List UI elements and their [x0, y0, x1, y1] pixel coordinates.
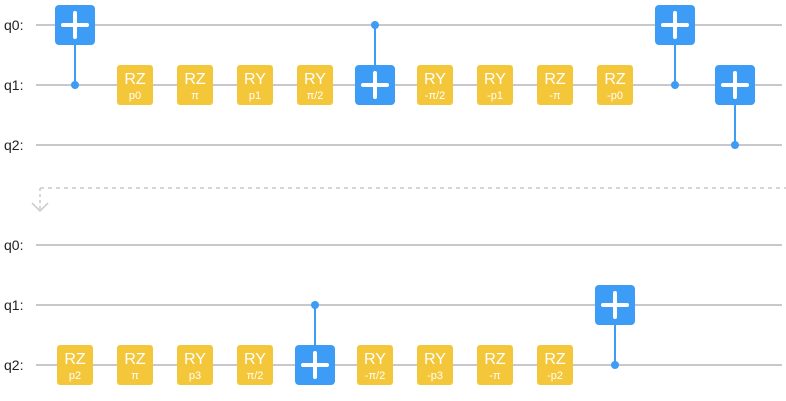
rotation-gate[interactable]: RY p1: [237, 65, 273, 105]
gate-name: RY: [424, 351, 446, 368]
control-dot: [611, 361, 619, 369]
gate-param: π: [131, 370, 139, 382]
control-dot: [371, 21, 379, 29]
chevron-down-icon: [31, 202, 49, 213]
gate-param: -p2: [547, 370, 563, 382]
gate-box[interactable]: [477, 65, 513, 105]
gate-name: RY: [484, 71, 506, 88]
qubit-label: q1:: [4, 77, 23, 93]
cnot-gate[interactable]: [595, 285, 635, 369]
gate-param: π/2: [307, 90, 324, 102]
gate-param: -π: [489, 370, 501, 382]
gate-param: -π/2: [365, 370, 385, 382]
qubit-label: q0:: [4, 237, 23, 253]
gate-param: -π/2: [425, 90, 445, 102]
cnot-gate[interactable]: [295, 301, 335, 385]
rotation-gate[interactable]: RY π/2: [237, 345, 273, 385]
gate-param: -π: [549, 90, 561, 102]
gate-name: RY: [184, 351, 206, 368]
qubit-label: q2:: [4, 137, 23, 153]
cnot-gate[interactable]: [655, 5, 695, 89]
control-dot: [311, 301, 319, 309]
rotation-gate[interactable]: RZ -π: [537, 65, 573, 105]
rotation-gate[interactable]: RY -p1: [477, 65, 513, 105]
gate-box[interactable]: [57, 345, 93, 385]
gate-name: RY: [424, 71, 446, 88]
rotation-gate[interactable]: RY -p3: [417, 345, 453, 385]
gate-name: RZ: [484, 351, 506, 368]
gate-box[interactable]: [117, 65, 153, 105]
gate-param: p0: [129, 90, 141, 102]
rotation-gate[interactable]: RY -π/2: [417, 65, 453, 105]
rotation-gate[interactable]: RZ -p0: [597, 65, 633, 105]
cnot-gate[interactable]: [715, 65, 755, 149]
gate-box[interactable]: [237, 65, 273, 105]
gate-name: RY: [364, 351, 386, 368]
gate-name: RZ: [124, 351, 146, 368]
gate-name: RY: [244, 351, 266, 368]
gate-box[interactable]: [357, 345, 393, 385]
gate-name: RZ: [64, 351, 86, 368]
cnot-gate[interactable]: [55, 5, 95, 89]
rotation-gate[interactable]: RY π/2: [297, 65, 333, 105]
gate-name: RZ: [604, 71, 626, 88]
gate-param: -p0: [607, 90, 623, 102]
gate-box[interactable]: [597, 65, 633, 105]
gate-box[interactable]: [537, 65, 573, 105]
rotation-gate[interactable]: RZ π: [177, 65, 213, 105]
cnot-gate[interactable]: [355, 21, 395, 105]
rotation-gate[interactable]: RZ p0: [117, 65, 153, 105]
control-dot: [71, 81, 79, 89]
gate-box[interactable]: [237, 345, 273, 385]
gate-param: p3: [189, 370, 201, 382]
gate-param: π: [191, 90, 199, 102]
gate-box[interactable]: [177, 65, 213, 105]
qubit-label: q0:: [4, 17, 23, 33]
gate-name: RY: [244, 71, 266, 88]
gate-box[interactable]: [537, 345, 573, 385]
gate-param: p1: [249, 90, 261, 102]
control-dot: [671, 81, 679, 89]
rotation-gate[interactable]: RZ -p2: [537, 345, 573, 385]
gate-name: RZ: [184, 71, 206, 88]
rotation-gate[interactable]: RY p3: [177, 345, 213, 385]
gate-name: RZ: [544, 351, 566, 368]
gate-box[interactable]: [417, 345, 453, 385]
gate-name: RY: [304, 71, 326, 88]
rotation-gate[interactable]: RZ -π: [477, 345, 513, 385]
rotation-gate[interactable]: RY -π/2: [357, 345, 393, 385]
gate-box[interactable]: [477, 345, 513, 385]
gate-box[interactable]: [417, 65, 453, 105]
gate-box[interactable]: [297, 65, 333, 105]
circuit-section-1: q0: q1: q2: RZ p0 RZ π RY p1 RY π/2 RY -π/2 RY -p1 RZ -π…: [4, 5, 782, 153]
gate-param: p2: [69, 370, 81, 382]
gate-param: π/2: [247, 370, 264, 382]
control-dot: [731, 141, 739, 149]
gate-name: RZ: [544, 71, 566, 88]
qubit-label: q2:: [4, 357, 23, 373]
qubit-label: q1:: [4, 297, 23, 313]
circuit-section-2: q0: q1: q2: RZ p2 RZ π RY p3 RY π/2 RY -π/2 RY -p3 RZ -π…: [4, 237, 782, 385]
rotation-gate[interactable]: RZ p2: [57, 345, 93, 385]
gate-param: -p3: [427, 370, 443, 382]
gate-box[interactable]: [177, 345, 213, 385]
gate-name: RZ: [124, 71, 146, 88]
rotation-gate[interactable]: RZ π: [117, 345, 153, 385]
gate-param: -p1: [487, 90, 503, 102]
gate-box[interactable]: [117, 345, 153, 385]
